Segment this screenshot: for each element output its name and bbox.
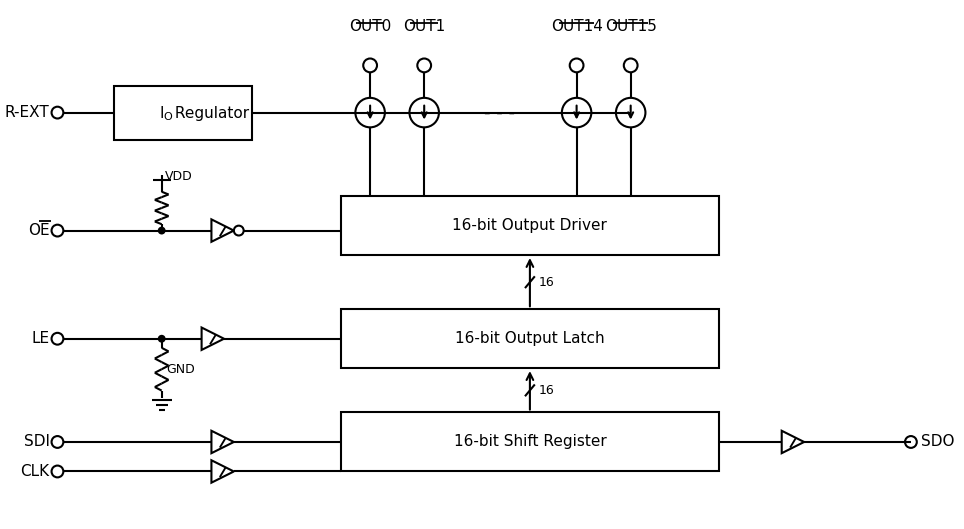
Text: 16-bit Shift Register: 16-bit Shift Register: [453, 434, 606, 450]
Circle shape: [158, 335, 166, 343]
Text: R-EXT: R-EXT: [5, 105, 49, 120]
Text: I: I: [159, 106, 164, 121]
Text: - - -: - - -: [485, 104, 516, 122]
Bar: [340, 309, 719, 368]
Text: LE: LE: [32, 331, 49, 346]
Text: 16-bit Output Latch: 16-bit Output Latch: [455, 331, 604, 346]
Text: 16: 16: [539, 276, 554, 289]
Bar: [115, 86, 253, 140]
Text: OE: OE: [28, 223, 49, 238]
Text: Regulator: Regulator: [170, 106, 249, 121]
Text: SDI: SDI: [23, 434, 49, 450]
Circle shape: [158, 226, 166, 234]
Bar: [340, 196, 719, 255]
Text: OUT15: OUT15: [604, 19, 656, 34]
Text: 16: 16: [539, 384, 554, 397]
Bar: [340, 413, 719, 471]
Text: VDD: VDD: [165, 170, 193, 183]
Text: GND: GND: [167, 363, 196, 376]
Text: O: O: [164, 112, 173, 122]
Text: OUT0: OUT0: [349, 19, 391, 34]
Text: CLK: CLK: [20, 464, 49, 479]
Text: SDO: SDO: [921, 434, 954, 450]
Text: OUT1: OUT1: [403, 19, 445, 34]
Text: OUT14: OUT14: [550, 19, 602, 34]
Text: 16-bit Output Driver: 16-bit Output Driver: [452, 218, 607, 233]
